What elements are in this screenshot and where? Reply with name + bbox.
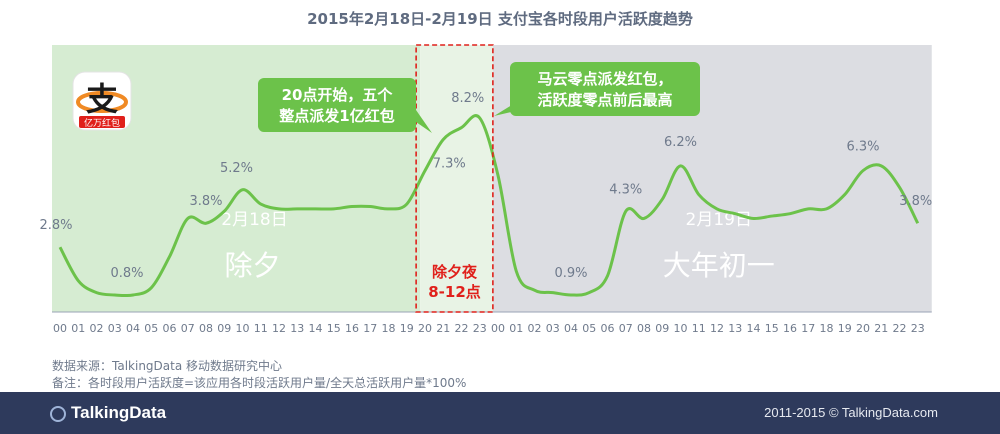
region-name-label: 大年初一	[663, 249, 775, 282]
x-tick-label: 22	[455, 322, 469, 335]
note-text: 备注：各时段用户活跃度=该应用各时段活跃用户量/全天总活跃用户量*100%	[52, 376, 467, 390]
x-tick-label: 23	[473, 322, 487, 335]
data-label: 0.8%	[110, 266, 143, 281]
app-icon-swoosh	[76, 91, 128, 113]
app-icon-text: 亿万红包	[84, 117, 120, 129]
x-tick-label: 07	[619, 322, 633, 335]
region-name-label: 除夕	[224, 249, 280, 282]
app-icon-bg	[72, 71, 132, 131]
callout-text: 20点开始，五个	[282, 86, 394, 104]
x-tick-label: 10	[236, 322, 250, 335]
data-label: 8.2%	[451, 91, 484, 106]
x-tick-label: 21	[874, 322, 888, 335]
x-tick-label: 02	[90, 322, 104, 335]
data-label: 3.8%	[189, 194, 222, 209]
x-tick-label: 21	[436, 322, 450, 335]
region-date-label: 2月19日	[686, 210, 752, 230]
x-tick-label: 17	[363, 322, 377, 335]
callout-text: 马云零点派发红包，	[537, 70, 672, 88]
x-tick-label: 08	[637, 322, 651, 335]
x-tick-label: 12	[710, 322, 724, 335]
data-label: 2.8%	[39, 218, 72, 233]
app-icon-glyph: 支	[86, 80, 118, 118]
x-tick-label: 01	[71, 322, 85, 335]
x-tick-label: 04	[126, 322, 140, 335]
x-tick-label: 03	[546, 322, 560, 335]
x-tick-label: 19	[838, 322, 852, 335]
x-tick-label: 00	[53, 322, 67, 335]
x-tick-label: 10	[674, 322, 688, 335]
x-tick-label: 17	[801, 322, 815, 335]
x-tick-label: 05	[582, 322, 596, 335]
x-tick-label: 18	[382, 322, 396, 335]
x-tick-label: 07	[181, 322, 195, 335]
eve-night-highlight-box	[415, 44, 494, 313]
data-label: 4.3%	[609, 182, 642, 197]
chart-title: 2015年2月18日-2月19日 支付宝各时段用户活跃度趋势	[307, 10, 693, 28]
footer-bar: TalkingData 2011-2015 © TalkingData.com	[0, 392, 1000, 434]
data-label: 7.3%	[433, 157, 466, 172]
callout-bg	[258, 78, 416, 132]
x-tick-label: 16	[345, 322, 359, 335]
x-tick-label: 09	[655, 322, 669, 335]
x-tick-label: 01	[509, 322, 523, 335]
x-tick-label: 13	[290, 322, 304, 335]
x-tick-label: 04	[564, 322, 578, 335]
data-label: 5.2%	[220, 161, 253, 176]
data-label: 6.3%	[846, 140, 879, 155]
data-label: 0.9%	[554, 266, 587, 281]
x-tick-label: 16	[783, 322, 797, 335]
x-tick-label: 09	[217, 322, 231, 335]
source-text: 数据来源：TalkingData 移动数据研究中心	[52, 359, 283, 373]
data-label: 6.2%	[664, 135, 697, 150]
basketball-icon	[50, 406, 66, 422]
x-tick-label: 06	[163, 322, 177, 335]
x-tick-label: 11	[254, 322, 268, 335]
x-tick-label: 15	[327, 322, 341, 335]
x-tick-label: 20	[418, 322, 432, 335]
callout-box: 马云零点派发红包， 活跃度零点前后最高	[494, 62, 700, 116]
x-tick-label: 03	[108, 322, 122, 335]
x-tick-label: 02	[528, 322, 542, 335]
x-tick-label: 20	[856, 322, 870, 335]
x-tick-label: 14	[309, 322, 323, 335]
x-tick-label: 15	[765, 322, 779, 335]
x-tick-label: 23	[911, 322, 925, 335]
x-tick-label: 00	[491, 322, 505, 335]
footer-logo[interactable]: TalkingData	[50, 403, 166, 423]
region-date-label: 2月18日	[221, 210, 287, 230]
callout-text: 活跃度零点前后最高	[537, 91, 672, 109]
callout-bg	[510, 62, 700, 116]
highlight-label: 除夕夜	[432, 263, 478, 281]
x-tick-label: 19	[400, 322, 414, 335]
copyright-text: 2011-2015 © TalkingData.com	[764, 405, 938, 420]
x-tick-label: 11	[692, 322, 706, 335]
x-tick-label: 05	[144, 322, 158, 335]
x-tick-label: 22	[893, 322, 907, 335]
x-tick-label: 14	[747, 322, 761, 335]
x-tick-label: 12	[272, 322, 286, 335]
callout-text: 整点派发1亿红包	[279, 107, 394, 125]
x-tick-label: 08	[199, 322, 213, 335]
x-tick-label: 13	[728, 322, 742, 335]
footer-logo-text: TalkingData	[71, 403, 167, 422]
highlight-label: 8-12点	[428, 283, 481, 301]
region-eve-night	[420, 45, 493, 312]
data-label: 3.8%	[899, 194, 932, 209]
app-icon-banner	[79, 116, 125, 128]
x-tick-label: 18	[820, 322, 834, 335]
x-tick-label: 06	[601, 322, 615, 335]
callout-pointer	[416, 110, 432, 133]
